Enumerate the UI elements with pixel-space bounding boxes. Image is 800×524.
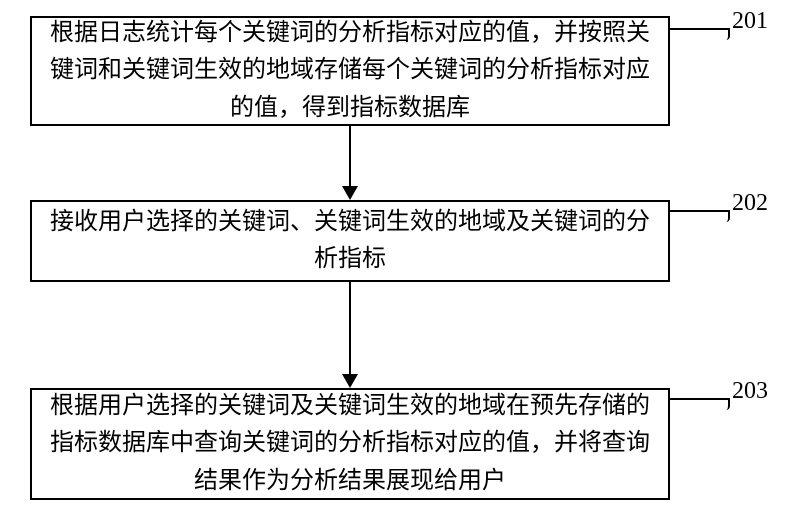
step-text-203: 根据用户选择的关键词及关键词生效的地域在预先存储的指标数据库中查询关键词的分析指… bbox=[46, 388, 654, 500]
step-label-203: 203 bbox=[732, 378, 768, 405]
arrow-line-2 bbox=[349, 282, 351, 374]
connector-203 bbox=[668, 398, 730, 410]
step-text-202: 接收用户选择的关键词、关键词生效的地域及关键词的分析指标 bbox=[46, 204, 654, 278]
step-text-201: 根据日志统计每个关键词的分析指标对应的值，并按照关键词和关键词生效的地域存储每个… bbox=[46, 15, 654, 127]
step-box-201: 根据日志统计每个关键词的分析指标对应的值，并按照关键词和关键词生效的地域存储每个… bbox=[30, 16, 670, 126]
arrow-head-2 bbox=[342, 374, 358, 388]
flowchart-container: 根据日志统计每个关键词的分析指标对应的值，并按照关键词和关键词生效的地域存储每个… bbox=[0, 0, 800, 524]
step-box-202: 接收用户选择的关键词、关键词生效的地域及关键词的分析指标 bbox=[30, 200, 670, 282]
arrow-line-1 bbox=[349, 126, 351, 186]
step-label-201: 201 bbox=[732, 8, 768, 35]
connector-202 bbox=[668, 210, 730, 222]
step-box-203: 根据用户选择的关键词及关键词生效的地域在预先存储的指标数据库中查询关键词的分析指… bbox=[30, 388, 670, 500]
arrow-head-1 bbox=[342, 186, 358, 200]
step-label-202: 202 bbox=[732, 190, 768, 217]
connector-201 bbox=[668, 28, 730, 40]
